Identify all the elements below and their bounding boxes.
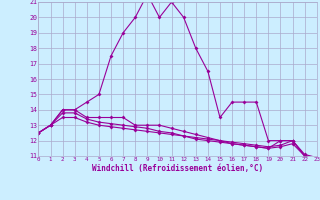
X-axis label: Windchill (Refroidissement éolien,°C): Windchill (Refroidissement éolien,°C) [92, 164, 263, 172]
